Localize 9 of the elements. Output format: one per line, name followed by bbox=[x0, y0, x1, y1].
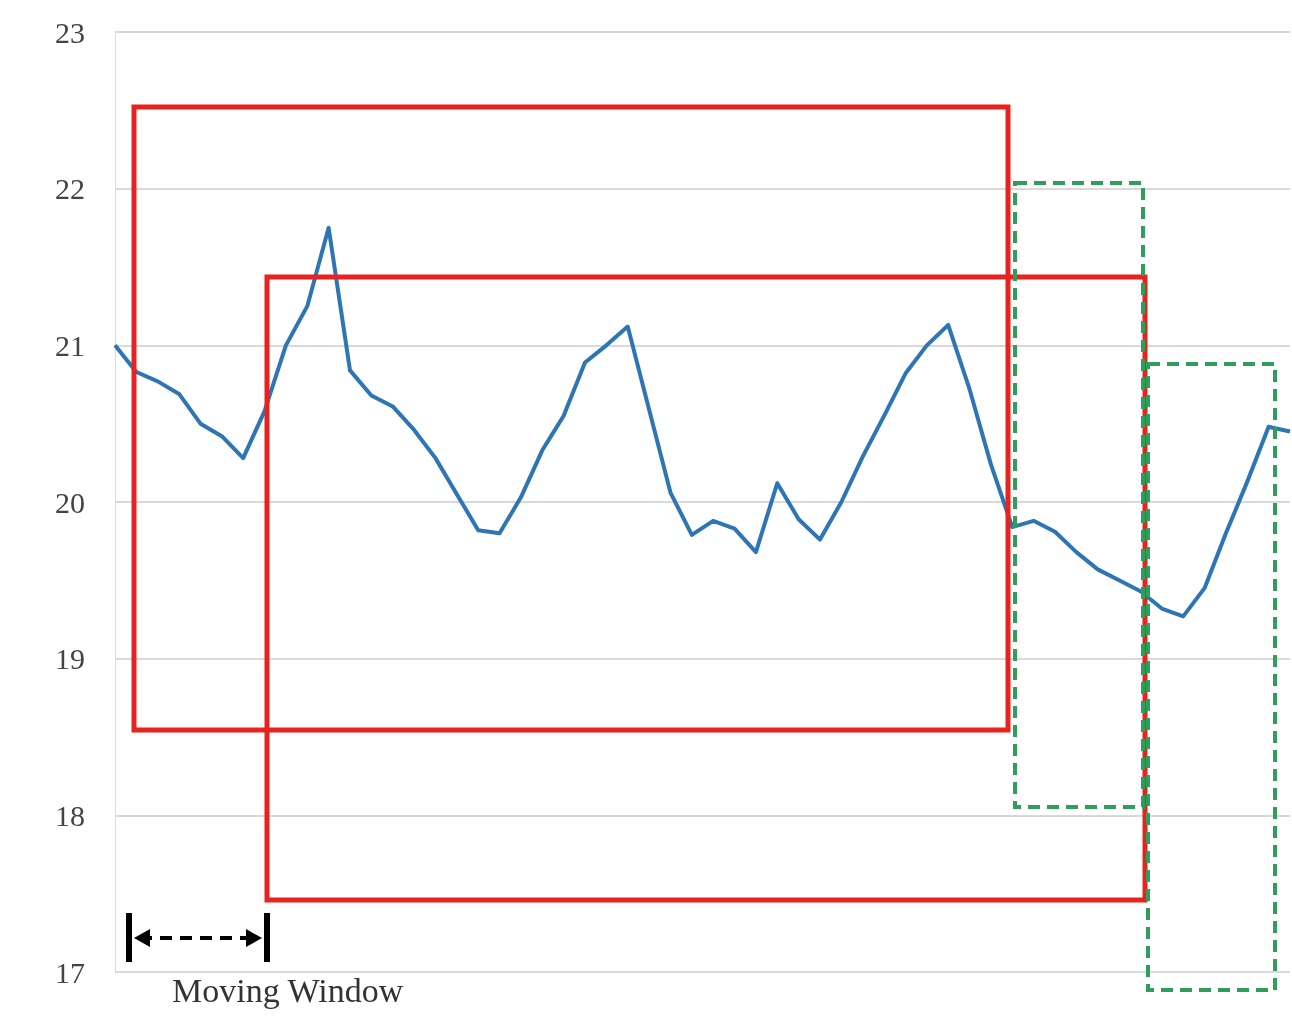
annotation: Moving Window bbox=[172, 972, 404, 1010]
y-tick-label: 23 bbox=[55, 15, 85, 49]
y-tick-label: 22 bbox=[55, 172, 85, 206]
y-tick-label: 18 bbox=[55, 798, 85, 832]
line-series bbox=[113, 225, 1292, 619]
y-tick-label: 17 bbox=[55, 955, 85, 989]
y-tick-label: 21 bbox=[55, 328, 85, 362]
y-tick-label: 20 bbox=[55, 485, 85, 519]
y-tick-label: 19 bbox=[55, 642, 85, 676]
